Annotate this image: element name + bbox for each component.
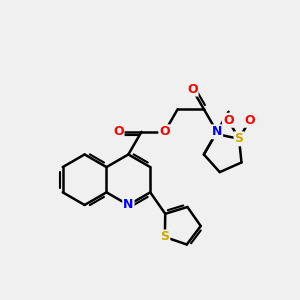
Text: O: O xyxy=(159,125,170,138)
Text: N: N xyxy=(123,199,134,212)
Text: O: O xyxy=(113,125,124,138)
Text: S: S xyxy=(160,230,169,244)
Text: N: N xyxy=(212,125,222,138)
Text: O: O xyxy=(244,114,255,127)
Text: O: O xyxy=(187,82,198,96)
Text: O: O xyxy=(223,114,234,127)
Text: S: S xyxy=(235,132,244,145)
